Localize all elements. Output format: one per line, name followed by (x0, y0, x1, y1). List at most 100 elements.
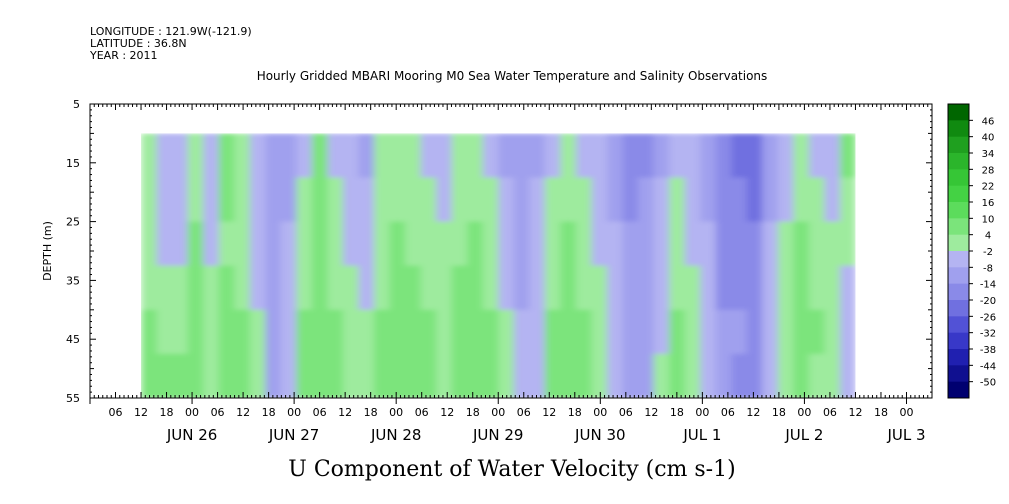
heat-cell (218, 133, 235, 179)
heat-cell (606, 177, 624, 223)
heat-cell (606, 353, 624, 398)
heat-cell (420, 309, 437, 355)
heat-cell (746, 221, 763, 267)
heat-cell (482, 221, 499, 267)
heat-cell (187, 353, 204, 398)
colorbar-swatch (948, 251, 969, 268)
colorbar-swatch (948, 185, 969, 203)
heat-cell (669, 177, 686, 223)
colorbar-label: -8 (983, 263, 993, 274)
heat-cell (529, 221, 546, 267)
heat-cell (793, 221, 810, 267)
heat-cell (327, 133, 344, 179)
heat-cell (482, 265, 499, 311)
heat-cell (746, 353, 763, 398)
heat-cell (280, 133, 297, 179)
colorbar-swatch (948, 267, 969, 285)
x-hour-label: 00 (695, 406, 709, 419)
heat-cell (731, 177, 748, 223)
heat-cell (172, 353, 189, 398)
heat-cell (311, 353, 328, 398)
heat-cell (731, 221, 748, 267)
colorbar-swatch (948, 218, 969, 236)
y-tick-label: 5 (73, 98, 80, 111)
x-hour-label: 00 (389, 406, 403, 419)
heat-cell (731, 265, 748, 311)
heat-cell (280, 221, 297, 267)
heat-cell (777, 221, 794, 267)
heat-cell (187, 309, 204, 355)
heat-cell (777, 353, 794, 398)
colorbar-swatch (948, 316, 969, 334)
colorbar-swatch (948, 169, 969, 187)
heat-cell (606, 133, 624, 179)
heat-cell (156, 133, 173, 179)
heat-cell (808, 177, 825, 223)
heat-cell (700, 177, 717, 223)
heat-cell (684, 133, 701, 179)
heat-cell (358, 177, 375, 223)
colorbar-swatch (948, 332, 969, 350)
heat-cell (793, 265, 810, 311)
heat-cell (824, 353, 841, 398)
heat-cell (839, 309, 856, 355)
heat-cell (234, 221, 251, 267)
colorbar-label: -38 (980, 345, 996, 356)
heat-cell (700, 353, 717, 398)
heat-cell (249, 177, 266, 223)
colorbar-label: 4 (985, 231, 991, 242)
heat-cell (203, 309, 220, 355)
heat-cell (311, 265, 328, 311)
heat-cell (482, 309, 499, 355)
heat-cell (529, 309, 546, 355)
heat-cell (746, 177, 763, 223)
y-tick-label: 25 (66, 216, 80, 229)
heat-cell (296, 133, 313, 179)
heat-cell (234, 177, 251, 223)
heat-cell (591, 221, 608, 267)
heat-cell (529, 353, 546, 398)
heat-cell (482, 353, 499, 398)
heat-cell (203, 133, 220, 179)
heat-cell (249, 221, 266, 267)
heat-cell (436, 177, 453, 223)
heat-cell (342, 133, 360, 179)
heat-cell (669, 309, 686, 355)
heat-cell (575, 309, 593, 355)
heat-cell (405, 353, 422, 398)
colorbar-swatch (948, 120, 969, 138)
heat-cell (265, 177, 282, 223)
x-hour-label: 06 (415, 406, 429, 419)
heat-cell (591, 353, 608, 398)
heat-cell (653, 221, 670, 267)
heat-cell (280, 353, 297, 398)
heat-cell (358, 265, 375, 311)
heat-cell (280, 177, 297, 223)
colorbar-swatch (948, 300, 969, 317)
heat-cell (638, 309, 655, 355)
heat-cell (156, 309, 173, 355)
heat-cell (700, 133, 717, 179)
heat-cell (498, 265, 515, 311)
heat-cell (218, 221, 235, 267)
heat-cell (824, 309, 841, 355)
heat-cell (684, 177, 701, 223)
heat-cell (156, 353, 173, 398)
heat-cell (638, 177, 655, 223)
heat-cell (544, 309, 561, 355)
y-tick-label: 55 (66, 392, 80, 405)
colorbar-label: -32 (980, 329, 996, 340)
colorbar-label: -26 (980, 312, 996, 323)
heat-cell (669, 133, 686, 179)
heat-cell (498, 353, 515, 398)
heat-cell (824, 177, 841, 223)
heat-cell (591, 265, 608, 311)
heat-cell (808, 221, 825, 267)
heat-cell (311, 133, 328, 179)
heat-cell (342, 265, 360, 311)
heat-cell (808, 353, 825, 398)
heat-cell (172, 221, 189, 267)
heat-cell (793, 133, 810, 179)
heat-cell (296, 177, 313, 223)
heat-cell (218, 309, 235, 355)
